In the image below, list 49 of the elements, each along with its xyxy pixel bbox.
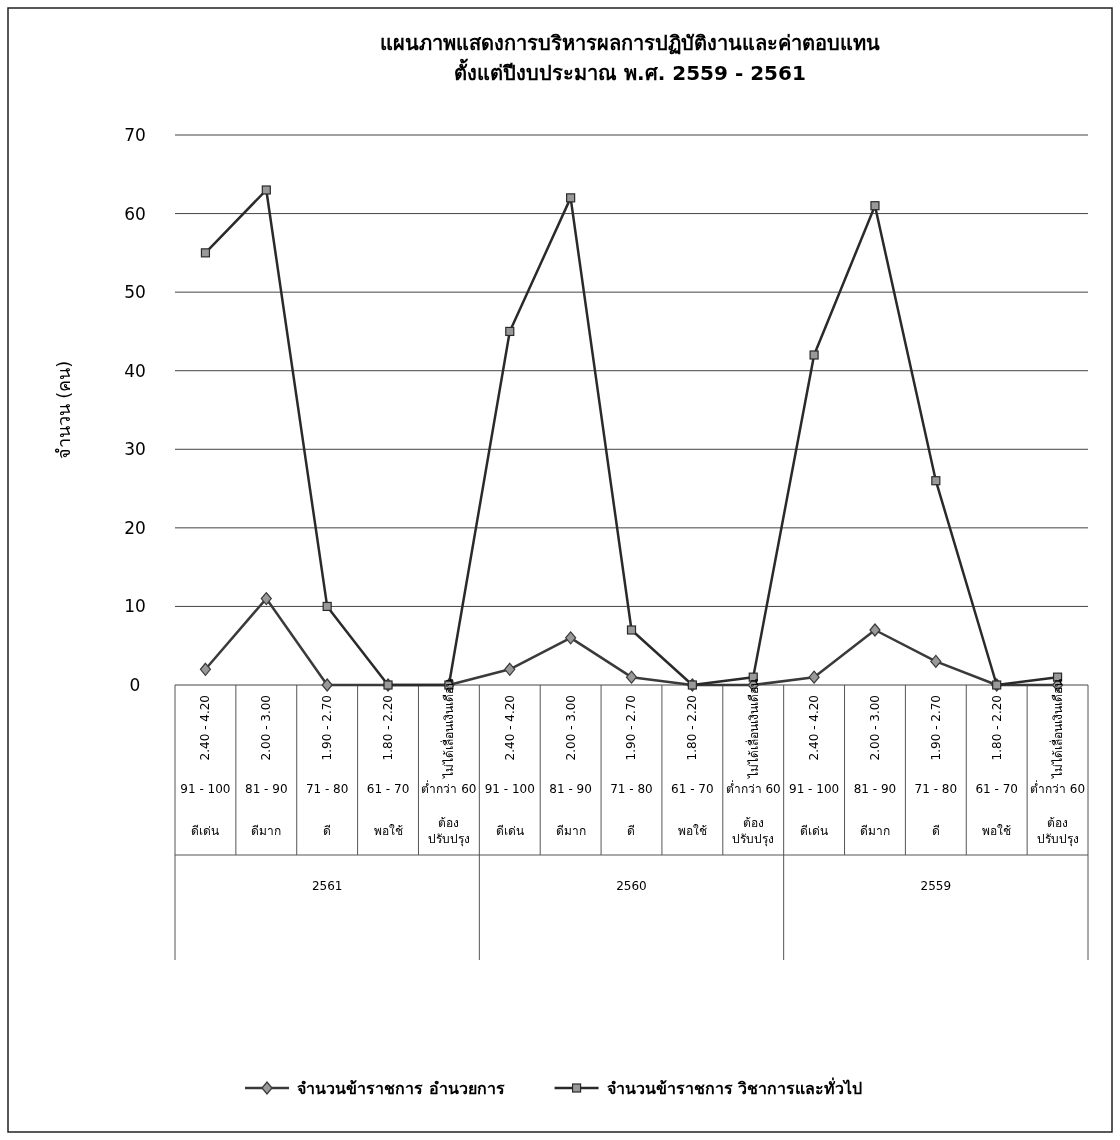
- category-label: 1.80 - 2.20 61 - 70 พอใช้: [366, 695, 410, 839]
- category-label: 2.00 - 3.00 81 - 90 ดีมาก: [245, 695, 288, 839]
- text: 2560: [616, 879, 647, 893]
- text: 2559: [920, 879, 952, 893]
- category-label: ไม่ได้เลื่อนเงินเดือน ต่ำกว่า 60 ต้อง ปรับปรุง: [725, 678, 781, 846]
- category-label: ไม่ได้เลื่อนเงินเดือน ต่ำกว่า 60 ต้อง ปรับปรุง: [421, 678, 477, 846]
- text: 2561: [311, 879, 343, 893]
- category-label: 1.90 - 2.70 71 - 80 ดี: [305, 695, 349, 839]
- y-axis-title: จำนวน (คน): [53, 360, 74, 460]
- point: [566, 193, 576, 203]
- chart-subtitle: ตั้งแต่ปีงบประมาณ พ.ศ. 2559 - 2561: [454, 58, 806, 85]
- point: [931, 476, 941, 486]
- category-label: 2.40 - 4.20 91 - 100 ดีเด่น: [180, 695, 231, 839]
- category-label: 1.90 - 2.70 71 - 80 ดี: [914, 695, 958, 839]
- point: [870, 201, 880, 211]
- point: [261, 185, 271, 195]
- y-tick-label: 30: [124, 439, 146, 460]
- chart-title: แผนภาพแสดงการบริหารผลการปฏิบัติงานและค่าตอบแทน: [380, 31, 880, 55]
- point: [565, 631, 577, 645]
- point: [199, 662, 212, 676]
- point: [626, 625, 637, 635]
- category-label: 2.00 - 3.00 81 - 90 ดีมาก: [549, 695, 592, 839]
- y-tick-label: 10: [124, 596, 146, 617]
- point: [869, 623, 881, 637]
- y-tick-label: 70: [124, 125, 146, 145]
- point: [809, 350, 819, 360]
- category-label: 2.40 - 4.20 91 - 100 ดีเด่น: [484, 695, 535, 839]
- point: [260, 591, 272, 606]
- point: [322, 601, 332, 612]
- legend-label: จำนวนข้าราชการ วิชาการและทั่วไป: [606, 1077, 863, 1098]
- category-label: 1.90 - 2.70 71 - 80 ดี: [610, 695, 653, 839]
- category-label: ไม่ได้เลื่อนเงินเดือน ต่ำกว่า 60 ต้อง ปรับปรุง: [1030, 678, 1086, 846]
- point: [930, 654, 942, 669]
- point: [504, 662, 516, 676]
- category-label: 1.80 - 2.20 61 - 70 พอใช้: [671, 695, 714, 839]
- category-label: 2.00 - 3.00 81 - 90 ดีมาก: [853, 695, 897, 839]
- point: [505, 326, 515, 337]
- category-label: 1.80 - 2.20 61 - 70 พอใช้: [975, 695, 1018, 839]
- y-tick-label: 60: [124, 203, 146, 224]
- point: [321, 678, 333, 692]
- y-tick-label: 20: [124, 517, 146, 538]
- legend-label: จำนวนข้าราชการ อำนวยการ: [297, 1079, 505, 1098]
- category-label: 2.40 - 4.20 91 - 100 ดีเด่น: [789, 695, 840, 839]
- y-tick-label: 40: [124, 360, 146, 381]
- y-tick-label: 0: [129, 675, 141, 695]
- y-tick-label: 50: [124, 282, 146, 303]
- point: [200, 248, 211, 258]
- point: [625, 670, 638, 684]
- point: [808, 670, 820, 684]
